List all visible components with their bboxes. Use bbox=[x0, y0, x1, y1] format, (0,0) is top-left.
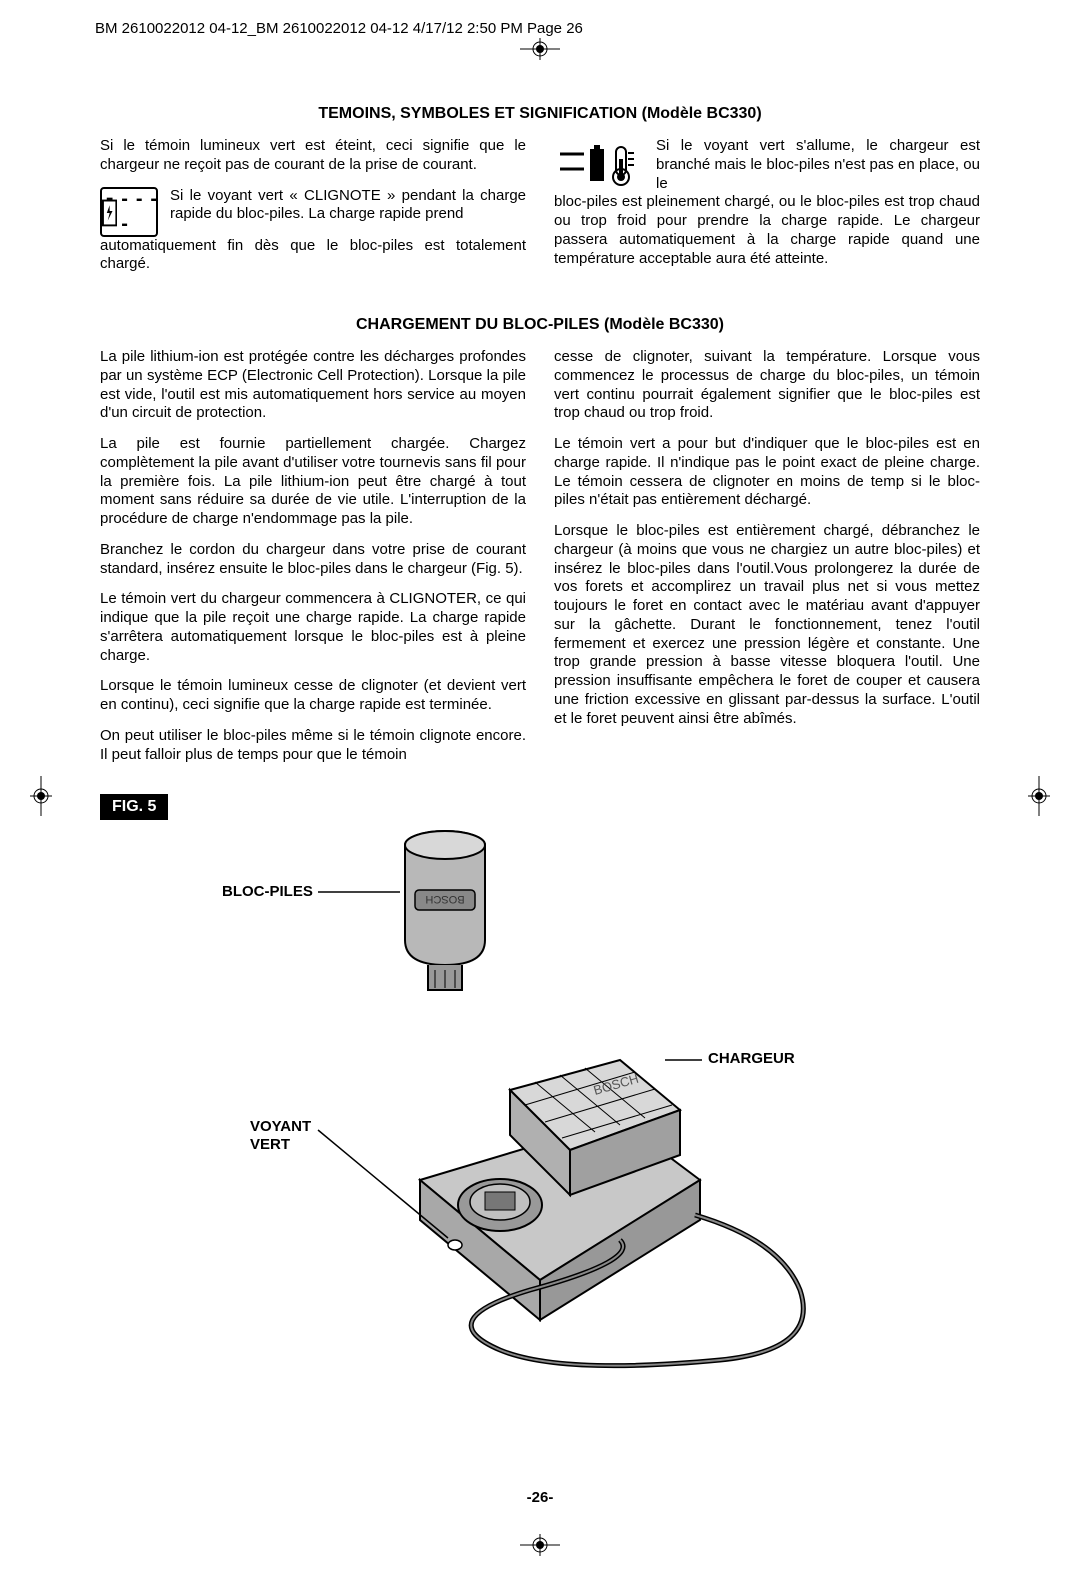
body-text: Le témoin vert du chargeur commencera à … bbox=[100, 590, 526, 665]
body-text: automatiquement fin dès que le bloc-pile… bbox=[100, 237, 526, 275]
body-text: Si le témoin lumineux vert est éteint, c… bbox=[100, 137, 526, 175]
body-text: Lorsque le témoin lumineux cesse de clig… bbox=[100, 677, 526, 715]
body-text: bloc-piles est pleinement chargé, ou le … bbox=[554, 193, 980, 268]
figure-label: FIG. 5 bbox=[100, 794, 168, 820]
figure-label-voyant: VOYANT bbox=[250, 1118, 311, 1135]
header-line: BM 2610022012 04-12_BM 2610022012 04-12 … bbox=[95, 20, 583, 37]
figure-label-chargeur: CHARGEUR bbox=[708, 1050, 795, 1067]
body-text: La pile lithium-ion est protégée contre … bbox=[100, 348, 526, 423]
body-text: Branchez le cordon du chargeur dans votr… bbox=[100, 541, 526, 579]
body-text: La pile est fournie partiellement chargé… bbox=[100, 435, 526, 529]
battery-temp-icon bbox=[554, 137, 644, 191]
section-title-chargement: CHARGEMENT DU BLOC-PILES (Modèle BC330) bbox=[100, 316, 980, 334]
registration-mark-icon bbox=[30, 776, 52, 816]
body-text: Lorsque le bloc-piles est entièrement ch… bbox=[554, 522, 980, 728]
svg-text:BOSCH: BOSCH bbox=[425, 893, 464, 905]
body-text: On peut utiliser le bloc-piles même si l… bbox=[100, 727, 526, 765]
registration-mark-icon bbox=[1028, 776, 1050, 816]
figure-illustration: BOSCH bbox=[100, 820, 980, 1380]
page-number: -26- bbox=[527, 1489, 554, 1506]
body-text: Si le voyant vert s'allume, le chargeur … bbox=[656, 137, 980, 193]
body-text: Le témoin vert a pour but d'indiquer que… bbox=[554, 435, 980, 510]
battery-blink-icon: - - - - bbox=[100, 187, 158, 237]
figure-label-vert: VERT bbox=[250, 1136, 290, 1153]
body-text: cesse de clignoter, suivant la températu… bbox=[554, 348, 980, 423]
body-text: Si le voyant vert « CLIGNOTE » pendant l… bbox=[170, 187, 526, 237]
figure-label-bloc-piles: BLOC-PILES bbox=[222, 883, 313, 900]
registration-mark-icon bbox=[520, 38, 560, 60]
section-title-temoins: TEMOINS, SYMBOLES ET SIGNIFICATION (Modè… bbox=[100, 105, 980, 123]
registration-mark-icon bbox=[520, 1534, 560, 1556]
